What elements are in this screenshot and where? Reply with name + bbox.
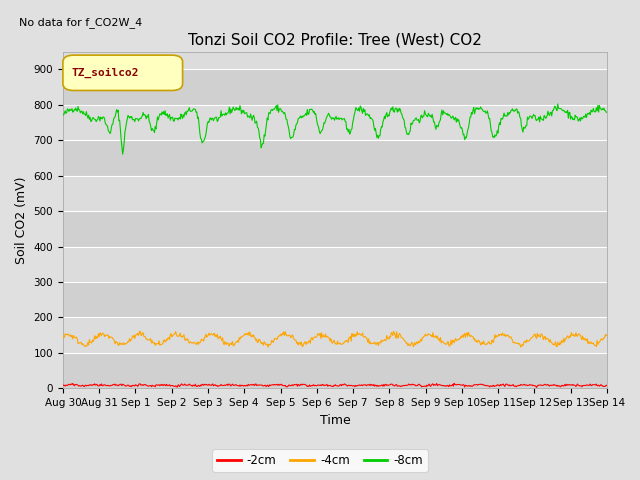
X-axis label: Time: Time — [319, 414, 350, 427]
Bar — [63, 176, 607, 211]
Bar — [63, 353, 607, 388]
Y-axis label: Soil CO2 (mV): Soil CO2 (mV) — [15, 176, 28, 264]
Bar — [63, 211, 607, 247]
Bar — [63, 140, 607, 176]
Legend: -2cm, -4cm, -8cm: -2cm, -4cm, -8cm — [212, 449, 428, 472]
Bar — [63, 70, 607, 105]
Bar — [63, 282, 607, 317]
Bar — [63, 247, 607, 282]
FancyBboxPatch shape — [63, 55, 182, 91]
Text: TZ_soilco2: TZ_soilco2 — [71, 68, 139, 78]
Bar — [63, 317, 607, 353]
Title: Tonzi Soil CO2 Profile: Tree (West) CO2: Tonzi Soil CO2 Profile: Tree (West) CO2 — [188, 33, 482, 48]
Bar — [63, 105, 607, 140]
Text: No data for f_CO2W_4: No data for f_CO2W_4 — [19, 17, 143, 28]
